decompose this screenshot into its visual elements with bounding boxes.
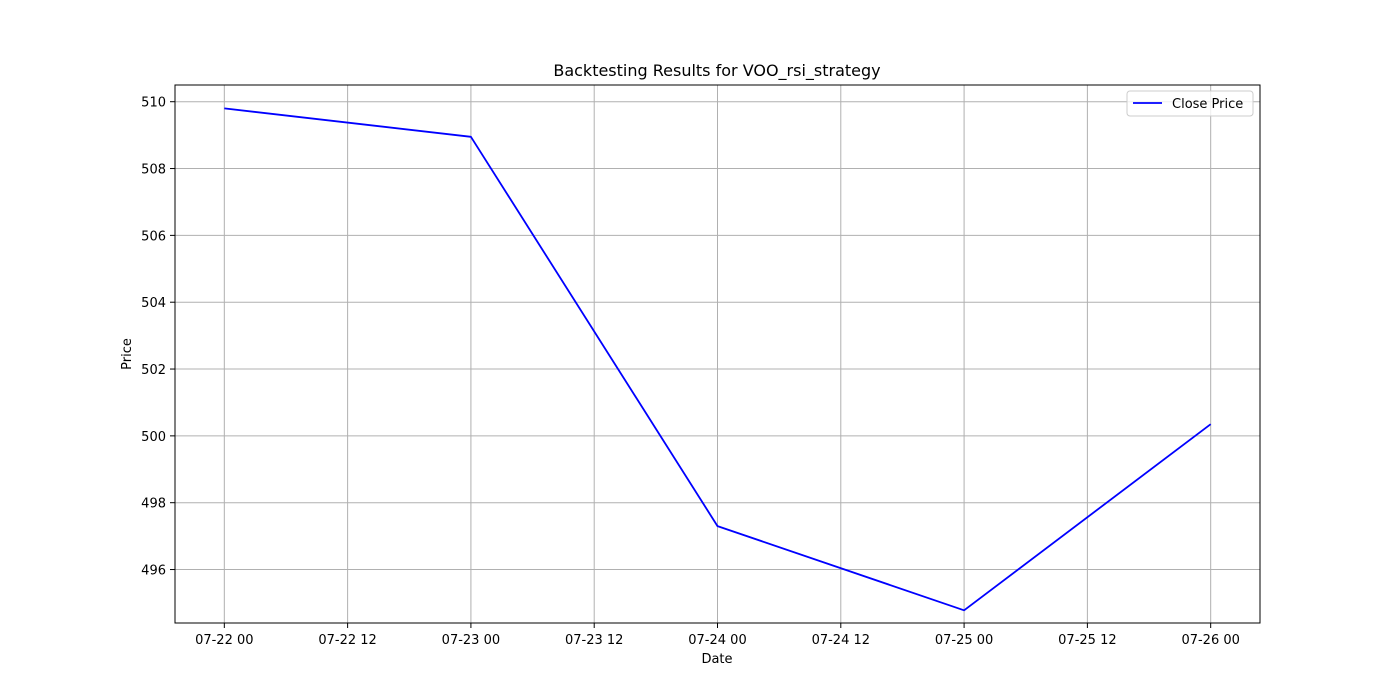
x-tick-label: 07-22 12 [318, 633, 376, 648]
grid-lines [175, 85, 1260, 623]
y-tick-label: 504 [141, 296, 166, 311]
series-layer [224, 107, 1212, 612]
y-tick-label: 502 [141, 363, 166, 378]
chart-title: Backtesting Results for VOO_rsi_strategy [553, 61, 880, 81]
legend: Close Price [1126, 90, 1254, 117]
x-tick-label: 07-25 00 [935, 633, 993, 648]
x-axis: 07-22 00 07-22 12 07-23 00 07-23 12 07-24 00… [195, 623, 1240, 648]
y-axis: 496 498 500 502 504 506 508 510 [141, 96, 175, 579]
x-tick-label: 07-24 12 [812, 633, 870, 648]
y-tick-label: 500 [141, 430, 166, 445]
x-tick-label: 07-22 00 [195, 633, 253, 648]
y-axis-title: Price [120, 338, 135, 370]
y-tick-label: 496 [141, 564, 166, 579]
x-axis-title: Date [701, 652, 732, 667]
x-tick-label: 07-24 00 [688, 633, 746, 648]
y-tick-label: 510 [141, 96, 166, 111]
x-tick-label: 07-23 00 [442, 633, 500, 648]
x-tick-label: 07-25 12 [1058, 633, 1116, 648]
y-tick-label: 506 [141, 229, 166, 244]
legend-box [1126, 90, 1254, 117]
legend-label: Close Price [1172, 97, 1243, 112]
x-tick-label: 07-23 12 [565, 633, 623, 648]
x-tick-label: 07-26 00 [1181, 633, 1239, 648]
y-tick-label: 498 [141, 497, 166, 512]
y-tick-label: 508 [141, 163, 166, 178]
